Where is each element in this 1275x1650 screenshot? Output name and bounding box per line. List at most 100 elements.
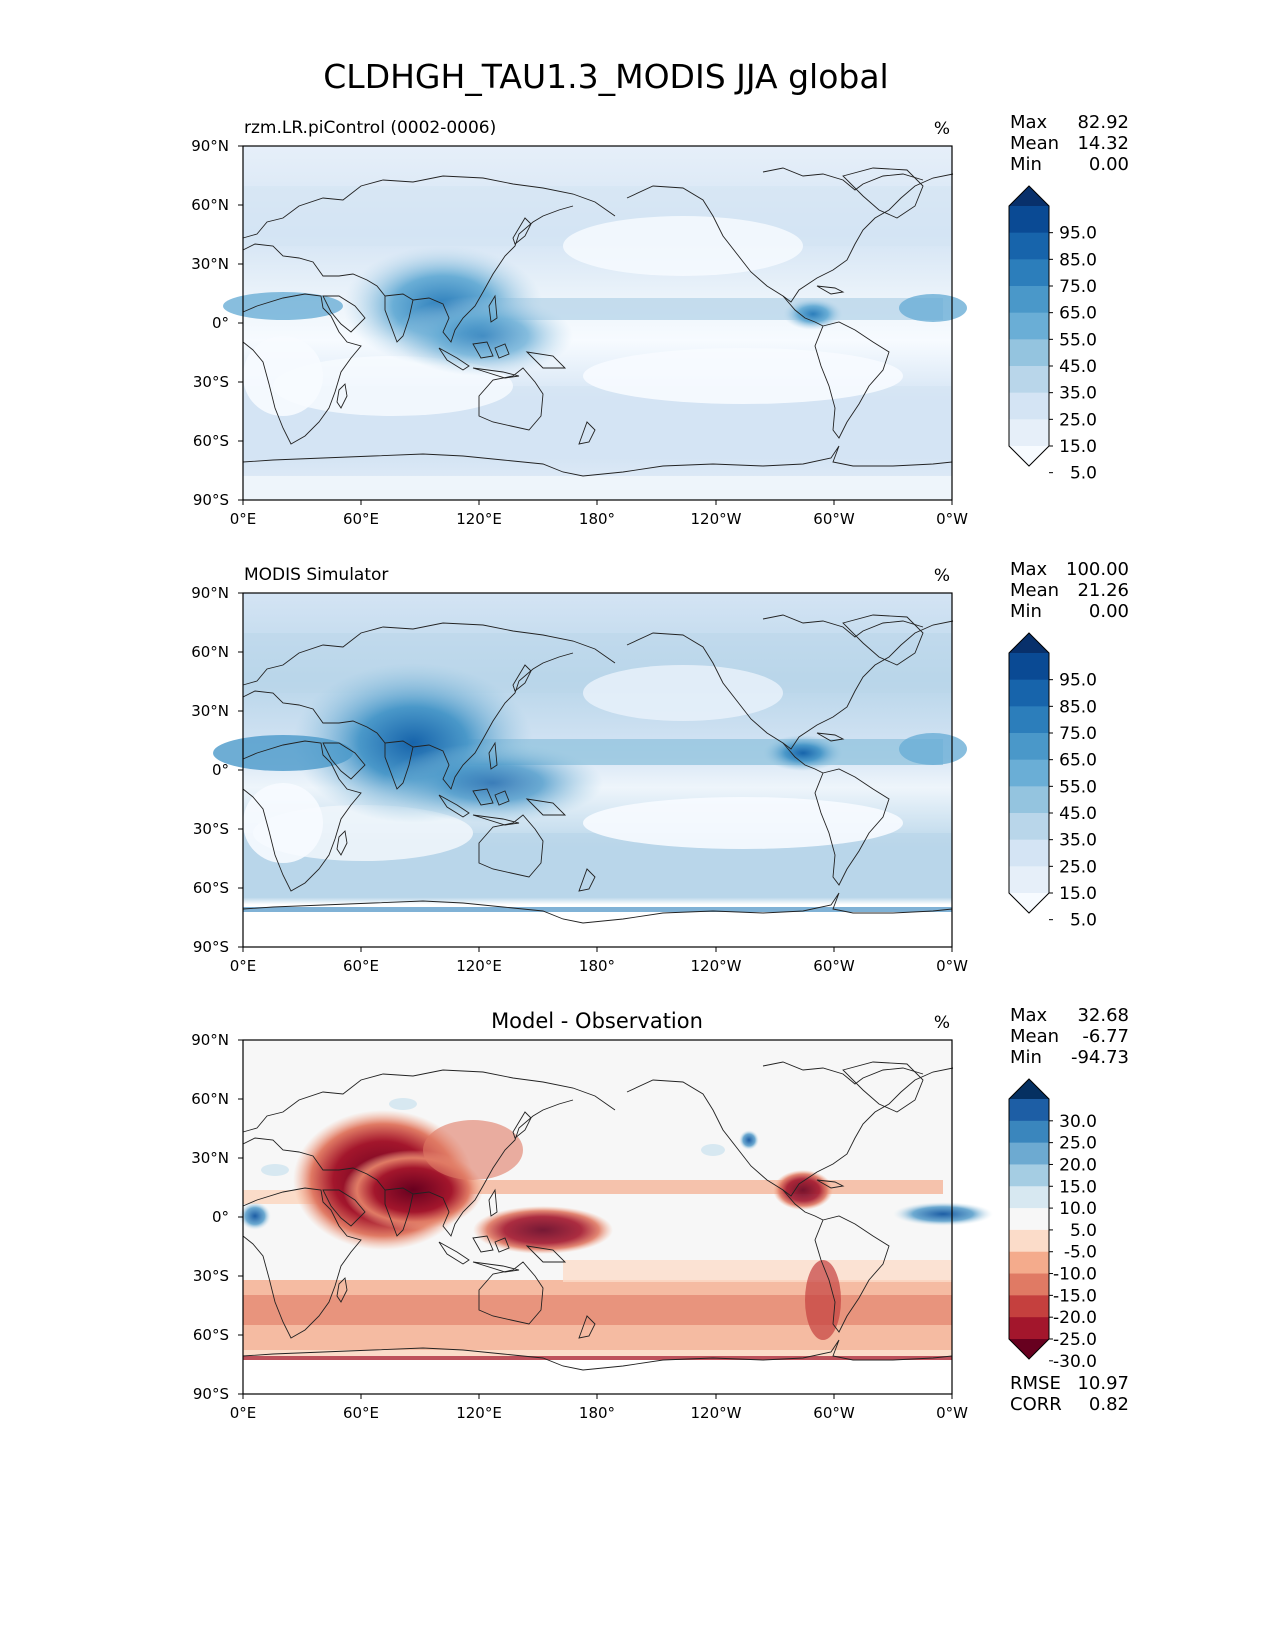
panel-model-left-title: rzm.LR.piControl (0002-0006) — [244, 118, 496, 138]
colorbar-tick-label: -10.0 — [1053, 1265, 1097, 1285]
colorbar-bin — [1009, 392, 1049, 420]
panel-diff-stats: Max 32.68 Mean -6.77 Min -94.73 — [1010, 1005, 1129, 1068]
y-tick-label: 30°N — [191, 1149, 229, 1167]
x-tick-label: 60°E — [343, 1404, 379, 1422]
colorbar-tick-label: 45.0 — [1059, 357, 1097, 377]
y-tick-label: 30°N — [191, 702, 229, 720]
colorbar-bin — [1009, 366, 1049, 394]
panel-diff-center-title: Model - Observation — [491, 1009, 703, 1033]
stat-label: Max — [1010, 1005, 1048, 1026]
stat-label: Min — [1010, 154, 1042, 175]
colorbar-tick-label: 65.0 — [1059, 304, 1097, 324]
panel-diff-footer-stats: RMSE 10.97 CORR 0.82 — [1010, 1373, 1129, 1415]
panel-diff-units: % — [934, 1013, 950, 1033]
colorbar-tick-label: 25.0 — [1059, 410, 1097, 430]
colorbar-bin — [1009, 1317, 1049, 1340]
colorbar-tick-label: 15.0 — [1059, 884, 1097, 904]
colorbar-bin — [1009, 1251, 1049, 1275]
stat-label: Mean — [1010, 580, 1059, 601]
panel-obs-map-field — [213, 593, 967, 947]
colorbar-tick-label: -25.0 — [1053, 1330, 1097, 1350]
colorbar-tick-label: 25.0 — [1059, 1134, 1097, 1154]
panel-obs: MODIS Simulator % 90°N 60°N 30°N — [191, 565, 968, 975]
panel-model-x-axis: 0°E 60°E 120°E 180° 120°W 60°W 0°W — [230, 500, 968, 528]
colorbar-extend-max — [1009, 633, 1049, 653]
x-tick-label: 120°W — [691, 957, 742, 975]
colorbar-tick-label: 35.0 — [1059, 831, 1097, 851]
y-tick-label: 0° — [212, 314, 229, 332]
colorbar-tick-label: 15.0 — [1059, 437, 1097, 457]
panel-diff-colorbar: 30.025.020.015.010.05.0-5.0-10.0-15.0-20… — [1008, 1078, 1097, 1372]
x-tick-label: 0°E — [230, 957, 257, 975]
stat-value: -94.73 — [1071, 1047, 1129, 1068]
x-tick-label: 180° — [579, 510, 615, 528]
y-tick-label: 60°N — [191, 643, 229, 661]
colorbar-extend-min — [1009, 893, 1049, 913]
x-tick-label: 60°E — [343, 957, 379, 975]
stat-value: 0.00 — [1089, 601, 1129, 622]
footer-stat-value: 10.97 — [1077, 1373, 1129, 1394]
colorbar-tick-label: 30.0 — [1059, 1112, 1097, 1132]
x-tick-label: 120°E — [456, 1404, 502, 1422]
stat-value: 0.00 — [1089, 154, 1129, 175]
y-tick-label: 60°N — [191, 1090, 229, 1108]
y-tick-label: 90°N — [191, 584, 229, 602]
footer-stat-label: CORR — [1010, 1394, 1062, 1415]
y-tick-label: 90°N — [191, 1031, 229, 1049]
panel-obs-units: % — [934, 566, 950, 586]
footer-stat-label: RMSE — [1010, 1373, 1061, 1394]
colorbar-bin — [1009, 1164, 1049, 1187]
stat-value: 21.26 — [1077, 580, 1129, 601]
x-tick-label: 0°E — [230, 510, 257, 528]
colorbar-tick-label: 65.0 — [1059, 751, 1097, 771]
x-tick-label: 60°E — [343, 510, 379, 528]
colorbar-tick-label: 85.0 — [1059, 697, 1097, 717]
colorbar-tick-label: 20.0 — [1059, 1155, 1097, 1175]
panel-diff-map-field — [239, 1040, 993, 1394]
stat-label: Max — [1010, 112, 1048, 133]
x-tick-label: 0°W — [936, 510, 968, 528]
colorbar-tick-label: 35.0 — [1059, 384, 1097, 404]
colorbar-bin — [1009, 839, 1049, 867]
stat-value: -6.77 — [1082, 1026, 1129, 1047]
panel-obs-y-axis: 90°N 60°N 30°N 0° 30°S 60°S 90°S — [191, 584, 243, 956]
stat-label: Max — [1010, 559, 1048, 580]
colorbar-tick-label: 95.0 — [1059, 671, 1097, 691]
colorbar-tick-label: 75.0 — [1059, 724, 1097, 744]
colorbar-bin — [1009, 786, 1049, 814]
figure-title: CLDHGH_TAU1.3_MODIS JJA global — [323, 57, 888, 96]
y-tick-label: 30°S — [193, 1267, 229, 1285]
stat-label: Mean — [1010, 133, 1059, 154]
panel-model-stats: Max 82.92 Mean 14.32 Min 0.00 — [1010, 112, 1129, 175]
y-tick-label: 30°S — [193, 373, 229, 391]
y-tick-label: 90°S — [193, 1385, 229, 1403]
x-tick-label: 120°E — [456, 510, 502, 528]
colorbar-extend-max — [1009, 186, 1049, 206]
x-tick-label: 180° — [579, 1404, 615, 1422]
panel-diff-y-axis: 90°N 60°N 30°N 0° 30°S 60°S 90°S — [191, 1031, 243, 1403]
colorbar-bin — [1009, 1229, 1049, 1253]
panel-model-map-field — [223, 146, 967, 500]
y-tick-label: 30°S — [193, 820, 229, 838]
panel-model: rzm.LR.piControl (0002-0006) % — [191, 118, 968, 528]
colorbar-tick-label: 10.0 — [1059, 1199, 1097, 1219]
stat-value: 32.68 — [1077, 1005, 1129, 1026]
y-tick-label: 90°N — [191, 137, 229, 155]
x-tick-label: 0°W — [936, 1404, 968, 1422]
stat-value: 14.32 — [1077, 133, 1129, 154]
colorbar-tick-label: 55.0 — [1059, 330, 1097, 350]
colorbar-extend-min — [1009, 1339, 1049, 1359]
x-tick-label: 0°W — [936, 957, 968, 975]
colorbar-tick-label: 5.0 — [1070, 464, 1097, 484]
x-tick-label: 60°W — [813, 1404, 855, 1422]
colorbar-bin — [1009, 1186, 1049, 1209]
colorbar-bin — [1009, 813, 1049, 841]
colorbar-bin — [1009, 1208, 1049, 1231]
colorbar-bin — [1009, 419, 1049, 447]
colorbar-tick-label: 5.0 — [1070, 1221, 1097, 1241]
colorbar-bin — [1009, 653, 1049, 681]
colorbar-bin — [1009, 1295, 1049, 1318]
panel-diff-x-axis: 0°E 60°E 120°E 180° 120°W 60°W 0°W — [230, 1394, 968, 1422]
colorbar-bin — [1009, 286, 1049, 314]
colorbar-tick-label: 55.0 — [1059, 777, 1097, 797]
